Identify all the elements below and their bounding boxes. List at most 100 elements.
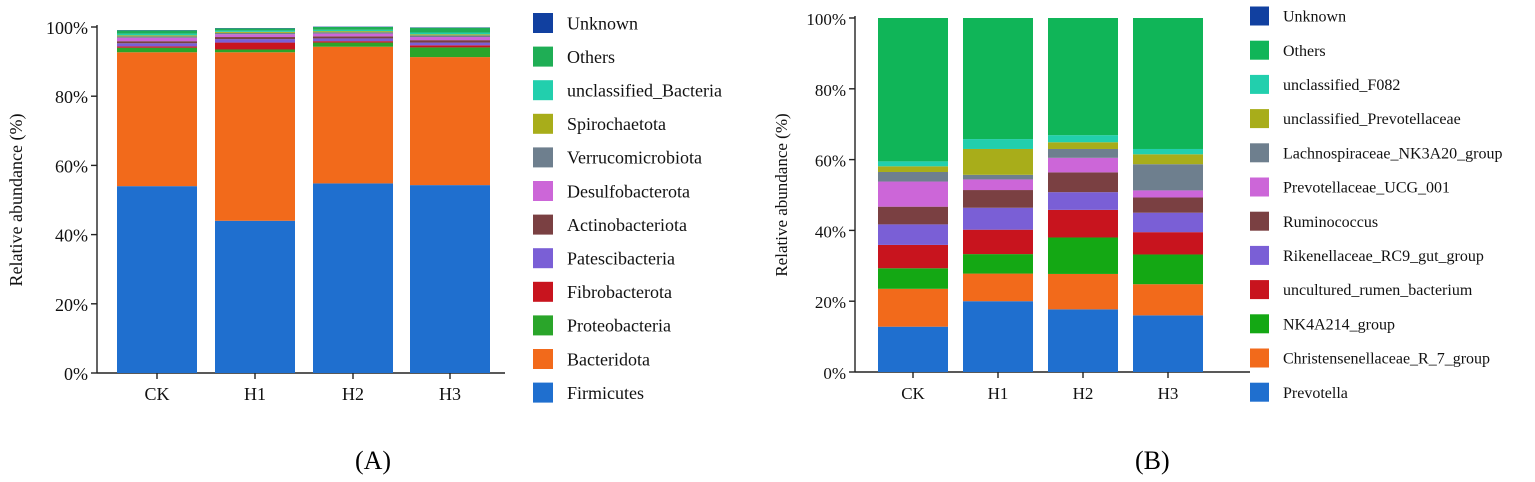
bar-segment-bacteridota-h1	[215, 52, 295, 221]
bar-segment-nk4a214-group-ck	[878, 268, 948, 289]
bar-segment-actinobacteriota-ck	[117, 41, 197, 44]
legend-swatch	[533, 147, 553, 168]
bar-stack-h3	[410, 27, 490, 373]
bar-segment-patescibacteria-h2	[313, 38, 393, 42]
bar-segment-unclassified-prevotellaceae-h2	[1048, 142, 1118, 149]
legend-label: Unknown	[567, 13, 638, 33]
bar-segment-spirochaetota-ck	[117, 35, 197, 37]
bar-segment-unclassified-f082-h1	[963, 139, 1033, 149]
bar-segment-actinobacteriota-h1	[215, 37, 295, 40]
bar-segment-ruminococcus-h3	[1133, 197, 1203, 213]
bar-segment-others-h3	[410, 27, 490, 33]
legend-label: Rikenellaceae_RC9_gut_group	[1283, 248, 1484, 265]
legend-item-desulfobacterota: Desulfobacterota	[533, 181, 690, 201]
legend-item-proteobacteria: Proteobacteria	[533, 315, 671, 336]
bar-stack-h2	[313, 26, 393, 373]
y-tick-label: 60%	[55, 156, 88, 176]
legend-label: Prevotellaceae_UCG_001	[1283, 180, 1450, 197]
bar-segment-proteobacteria-ck	[117, 47, 197, 53]
bar-segment-prevotella-h1	[963, 301, 1033, 372]
bar-stack-ck	[117, 30, 197, 373]
bar-segment-others-h3	[1133, 18, 1203, 149]
bar-stack-h3	[1133, 18, 1203, 372]
x-tick-label-h2: H2	[1073, 384, 1094, 403]
bar-segment-patescibacteria-ck	[117, 43, 197, 47]
bar-segment-prevotella-h3	[1133, 315, 1203, 372]
bar-stack-h1	[963, 18, 1033, 372]
y-tick-label: 20%	[55, 295, 88, 315]
bar-segment-bacteridota-h3	[410, 57, 490, 186]
y-tick-label: 40%	[815, 222, 846, 241]
panel-label-a: (A)	[355, 446, 392, 475]
bar-segment-fibrobacterota-h1	[215, 42, 295, 50]
legend-item-verrucomicrobiota: Verrucomicrobiota	[533, 147, 702, 168]
bar-segment-firmicutes-ck	[117, 186, 197, 373]
legend-label: unclassified_Prevotellaceae	[1283, 111, 1461, 128]
legend-swatch	[533, 181, 553, 201]
panel-label-b: (B)	[1135, 446, 1170, 475]
bar-segment-firmicutes-h3	[410, 185, 490, 373]
legend-label: Bacteridota	[567, 349, 650, 369]
legend-item-fibrobacterota: Fibrobacterota	[533, 281, 672, 302]
legend-label: Lachnospiraceae_NK3A20_group	[1283, 145, 1502, 162]
bar-stack-h1	[215, 28, 295, 373]
legend-swatch	[1250, 109, 1269, 129]
legend-swatch	[533, 315, 553, 336]
bar-segment-rikenellaceae-rc9-gut-group-h2	[1048, 192, 1118, 210]
chart-panel-a: Relative abundance (%) 0% 20% 40% 60% 80% 100%…	[6, 13, 722, 475]
bar-segment-christensenellaceae-r-7-group-h2	[1048, 273, 1118, 310]
legend-item-prevotellaceae-ucg-001: Prevotellaceae_UCG_001	[1250, 177, 1450, 197]
bar-segment-fibrobacterota-h2	[313, 41, 393, 43]
bar-segment-fibrobacterota-ck	[117, 46, 197, 48]
legend-label: Fibrobacterota	[567, 282, 672, 302]
bar-segment-others-h1	[963, 18, 1033, 140]
legend-swatch	[533, 113, 553, 134]
bar-segment-lachnospiraceae-nk3a20-group-h1	[963, 174, 1033, 180]
bar-segment-unclassified-prevotellaceae-h1	[963, 148, 1033, 175]
legend-swatch	[1250, 177, 1269, 197]
x-tick-label-h3: H3	[1158, 384, 1179, 403]
legend-item-unknown: Unknown	[533, 13, 638, 33]
legend-swatch	[1250, 314, 1269, 334]
legend-label: Unknown	[1283, 9, 1346, 26]
y-tick-label: 0%	[823, 364, 846, 383]
legend-swatch	[533, 46, 553, 67]
legend-swatch	[533, 214, 553, 235]
bar-segment-uncultured-rumen-bacterium-h1	[963, 229, 1033, 255]
bar-segment-actinobacteriota-h3	[410, 40, 490, 43]
y-axis-title: Relative abundance (%)	[6, 114, 27, 287]
legend-item-bacteridota: Bacteridota	[533, 349, 650, 369]
bar-segment-rikenellaceae-rc9-gut-group-h3	[1133, 212, 1203, 233]
legend-swatch	[533, 281, 553, 302]
bar-segment-nk4a214-group-h3	[1133, 254, 1203, 285]
y-tick-label: 0%	[64, 364, 88, 384]
bar-segment-lachnospiraceae-nk3a20-group-h2	[1048, 148, 1118, 158]
y-axis-title: Relative abundance (%)	[772, 113, 791, 276]
legend-label: Christensenellaceae_R_7_group	[1283, 351, 1490, 368]
bar-segment-christensenellaceae-r-7-group-h1	[963, 273, 1033, 302]
legend-item-unclassified-f082: unclassified_F082	[1250, 74, 1400, 94]
y-tick-label: 60%	[815, 152, 846, 171]
legend-label: Spirochaetota	[567, 114, 666, 134]
bar-segment-spirochaetota-h3	[410, 34, 490, 36]
bar-segment-others-ck	[117, 30, 197, 34]
bar-segment-spirochaetota-h2	[313, 31, 393, 33]
bar-stack-ck	[878, 18, 948, 372]
legend-label: Firmicutes	[567, 383, 644, 403]
legend-swatch	[1250, 6, 1269, 26]
legend-swatch	[533, 80, 553, 101]
bar-segment-unclassified-bacteria-h2	[313, 29, 393, 32]
legend-swatch	[533, 349, 553, 369]
bar-segment-unclassified-f082-h3	[1133, 148, 1203, 155]
stacked-bar-chart-genus: Relative abundance (%) 0% 20% 40% 60% 80% 100%…	[772, 6, 1502, 403]
legend-label: unclassified_Bacteria	[567, 81, 722, 101]
legend-label: Verrucomicrobiota	[567, 148, 702, 168]
legend-swatch	[1250, 280, 1269, 300]
bar-segment-unclassified-prevotellaceae-h3	[1133, 154, 1203, 165]
bar-segment-rikenellaceae-rc9-gut-group-ck	[878, 224, 948, 245]
legend-swatch	[1250, 40, 1269, 60]
bar-segment-ruminococcus-ck	[878, 206, 948, 225]
bar-segment-desulfobacterota-h1	[215, 34, 295, 38]
legend-label: Others	[567, 47, 615, 67]
legend-label: uncultured_rumen_bacterium	[1283, 282, 1473, 299]
